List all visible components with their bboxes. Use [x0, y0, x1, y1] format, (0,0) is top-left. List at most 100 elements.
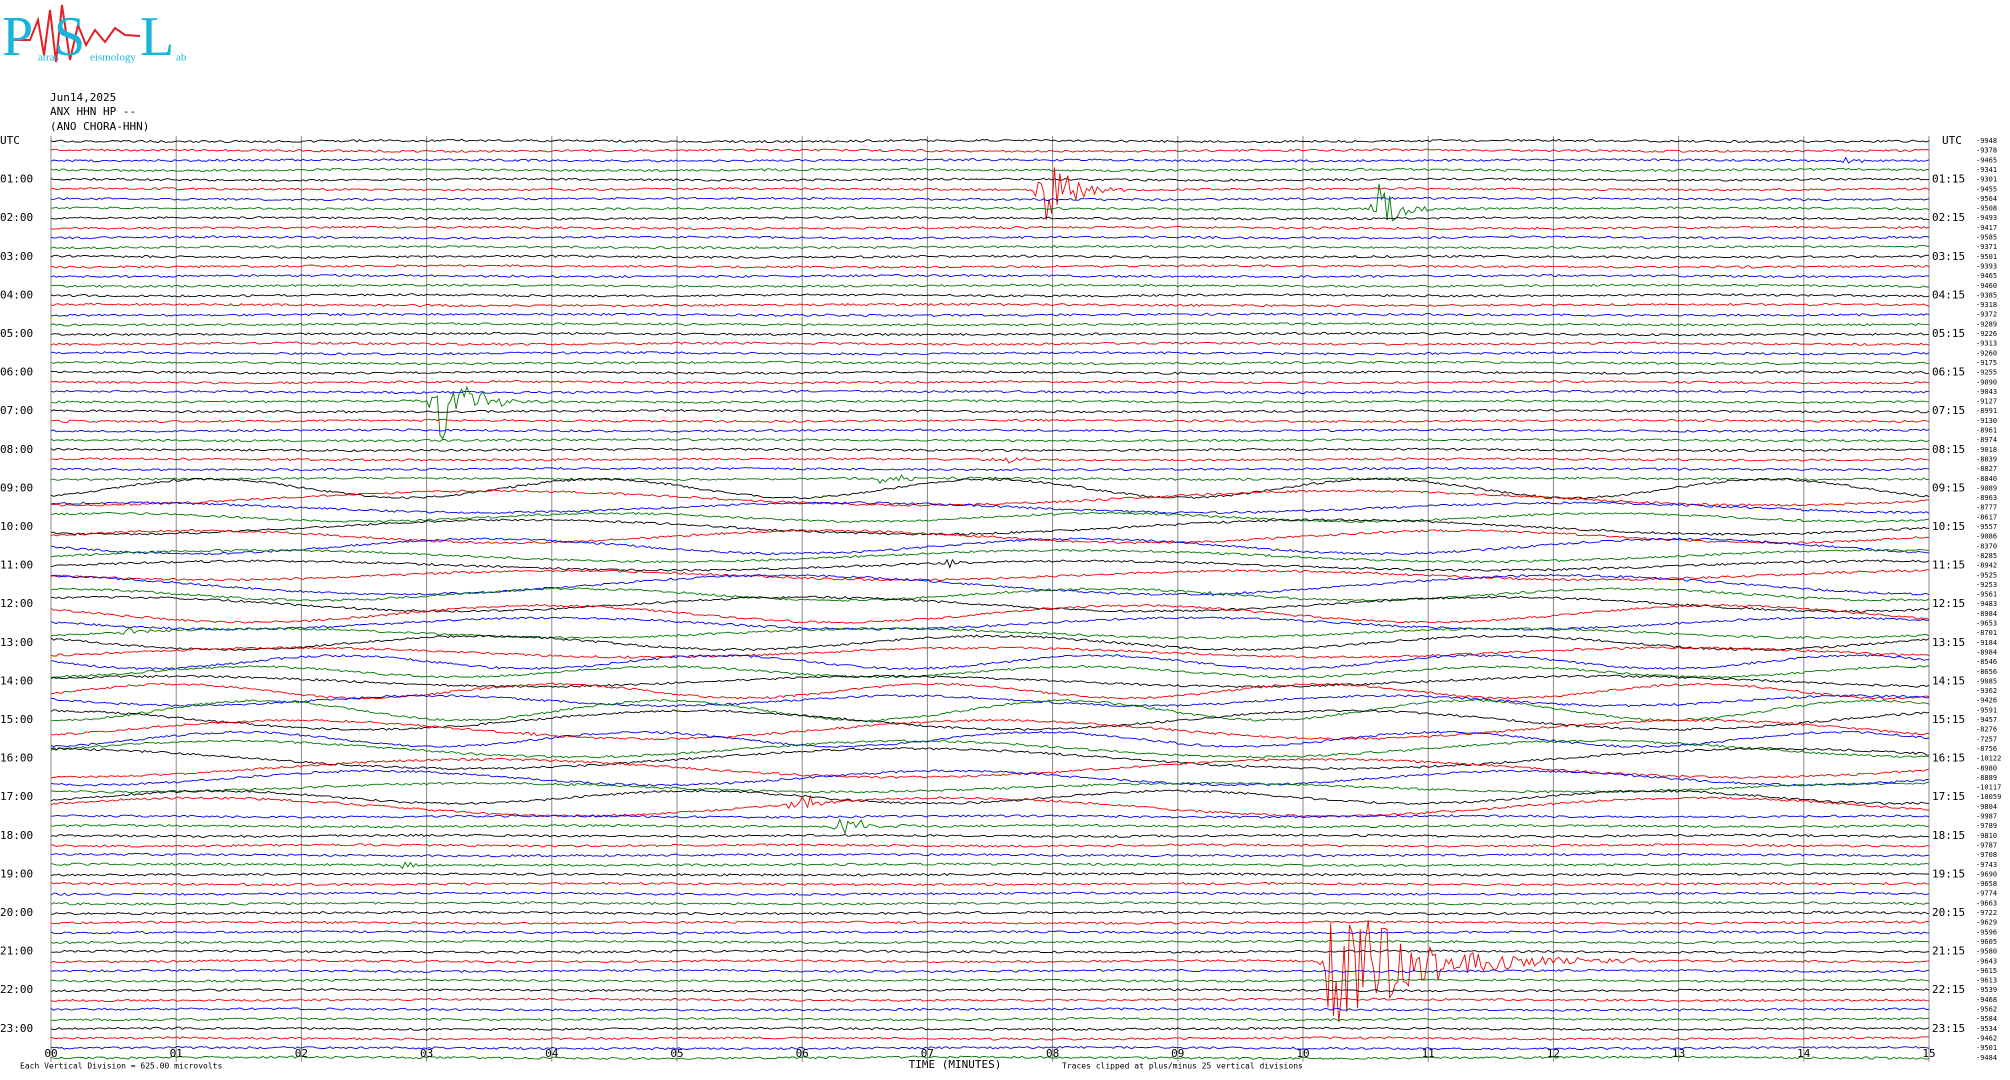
trace-offset: -8546: [1976, 658, 1997, 666]
trace: [50, 341, 1930, 347]
trace: [50, 548, 1930, 564]
trace: [50, 273, 1930, 279]
trace: [50, 939, 1930, 945]
trace: [50, 1045, 1930, 1051]
x-tick-label: 04: [545, 1047, 559, 1060]
trace: [50, 730, 1930, 748]
trace: [50, 447, 1930, 453]
trace-offset: -8839: [1976, 455, 1997, 463]
hour-label: 10:15: [1932, 520, 1965, 533]
trace: [50, 694, 1930, 708]
trace: [50, 177, 1930, 182]
trace: [50, 489, 1930, 507]
trace-offset: -10059: [1976, 793, 2001, 801]
trace-offset: -10122: [1976, 755, 2001, 763]
trace: [50, 408, 1930, 414]
trace: [50, 968, 1930, 974]
trace-offset: -9605: [1976, 938, 1997, 946]
logo-word: eismology: [90, 52, 136, 64]
trace-offset: -8984: [1976, 648, 1997, 656]
trace-offset: -9613: [1976, 977, 1997, 985]
logo-word: atras: [38, 52, 59, 64]
trace: [50, 245, 1930, 250]
clip-note: Traces clipped at plus/minus 25 vertical…: [1062, 1062, 1303, 1071]
trace-offset: -8777: [1976, 504, 1997, 512]
trace-offset: -8980: [1976, 764, 1997, 772]
trace: [50, 331, 1930, 337]
trace-offset: -9260: [1976, 349, 1997, 357]
trace: [50, 215, 1930, 221]
trace-offset: -9787: [1976, 841, 1997, 849]
trace: [50, 322, 1929, 327]
hour-label: 23:00: [0, 1022, 33, 1035]
logo-letter: P: [2, 6, 33, 68]
trace-offset: -9483: [1976, 600, 1997, 608]
trace-offset: -9653: [1976, 620, 1997, 628]
trace: [50, 1007, 1930, 1012]
trace: [50, 747, 1930, 771]
trace: [50, 529, 1930, 545]
trace: [50, 573, 1930, 596]
hour-label: 11:15: [1932, 559, 1965, 572]
logo: P S L atras eismology ab: [2, 4, 187, 68]
logo-letter: S: [54, 6, 85, 68]
hour-label: 12:15: [1932, 597, 1965, 610]
hour-label: 14:15: [1932, 674, 1965, 687]
trace-offset: -9591: [1976, 706, 1997, 714]
x-axis-title: TIME (MINUTES): [909, 1058, 1002, 1071]
trace-offset: -8617: [1976, 513, 1997, 521]
trace-offset: -9184: [1976, 639, 1997, 647]
trace-offset: -9562: [1976, 1006, 1997, 1014]
trace-offset: -10117: [1976, 784, 2001, 792]
trace: [50, 466, 1930, 472]
trace: [50, 511, 1930, 523]
trace: [50, 930, 1929, 935]
hour-label: 10:00: [0, 520, 33, 533]
trace: [50, 674, 1930, 688]
hour-label: 02:15: [1932, 211, 1965, 224]
trace-offset: -9018: [1976, 446, 1997, 454]
trace: [50, 872, 1930, 877]
trace: [50, 196, 1930, 202]
trace: [50, 474, 1930, 485]
trace-offset: -9253: [1976, 581, 1997, 589]
trace-offset: -8942: [1976, 562, 1997, 570]
hour-label: 17:00: [0, 790, 33, 803]
hour-label: 21:00: [0, 945, 33, 958]
trace: [50, 646, 1930, 659]
hour-label: 05:15: [1932, 327, 1965, 340]
trace-offset: -9810: [1976, 832, 1997, 840]
trace-offset: -8827: [1976, 465, 1997, 473]
trace: [51, 456, 1930, 464]
trace: [50, 852, 1930, 858]
trace: [50, 920, 1930, 1023]
trace-offset: -8961: [1976, 427, 1997, 435]
hour-label: 13:15: [1932, 636, 1965, 649]
trace-offset: -9393: [1976, 262, 1997, 270]
hour-label: 20:00: [0, 906, 33, 919]
trace: [50, 537, 1930, 556]
trace-offset: -9663: [1976, 899, 1997, 907]
trace: [50, 920, 1930, 925]
trace: [50, 789, 1930, 805]
trace: [50, 699, 1930, 722]
trace-offset: -9362: [1976, 687, 1997, 695]
x-tick-label: 09: [1171, 1047, 1184, 1060]
trace-offset: -9484: [1976, 1054, 1997, 1062]
trace-offset: -9460: [1976, 282, 1997, 290]
hour-label: 08:15: [1932, 443, 1965, 456]
logo-wave: [10, 4, 141, 63]
trace: [50, 235, 1930, 240]
trace-offset: -9539: [1976, 986, 1997, 994]
trace-offset: -9534: [1976, 1025, 1997, 1033]
trace-offset: -9417: [1976, 224, 1997, 232]
hour-label: 03:15: [1932, 250, 1965, 263]
hour-label: 16:00: [0, 752, 33, 765]
trace: [50, 949, 1930, 954]
trace: [50, 997, 1930, 1003]
logo-word: ab: [176, 52, 187, 64]
trace-offset: -9371: [1976, 243, 1997, 251]
trace-offset: -9255: [1976, 369, 1997, 377]
